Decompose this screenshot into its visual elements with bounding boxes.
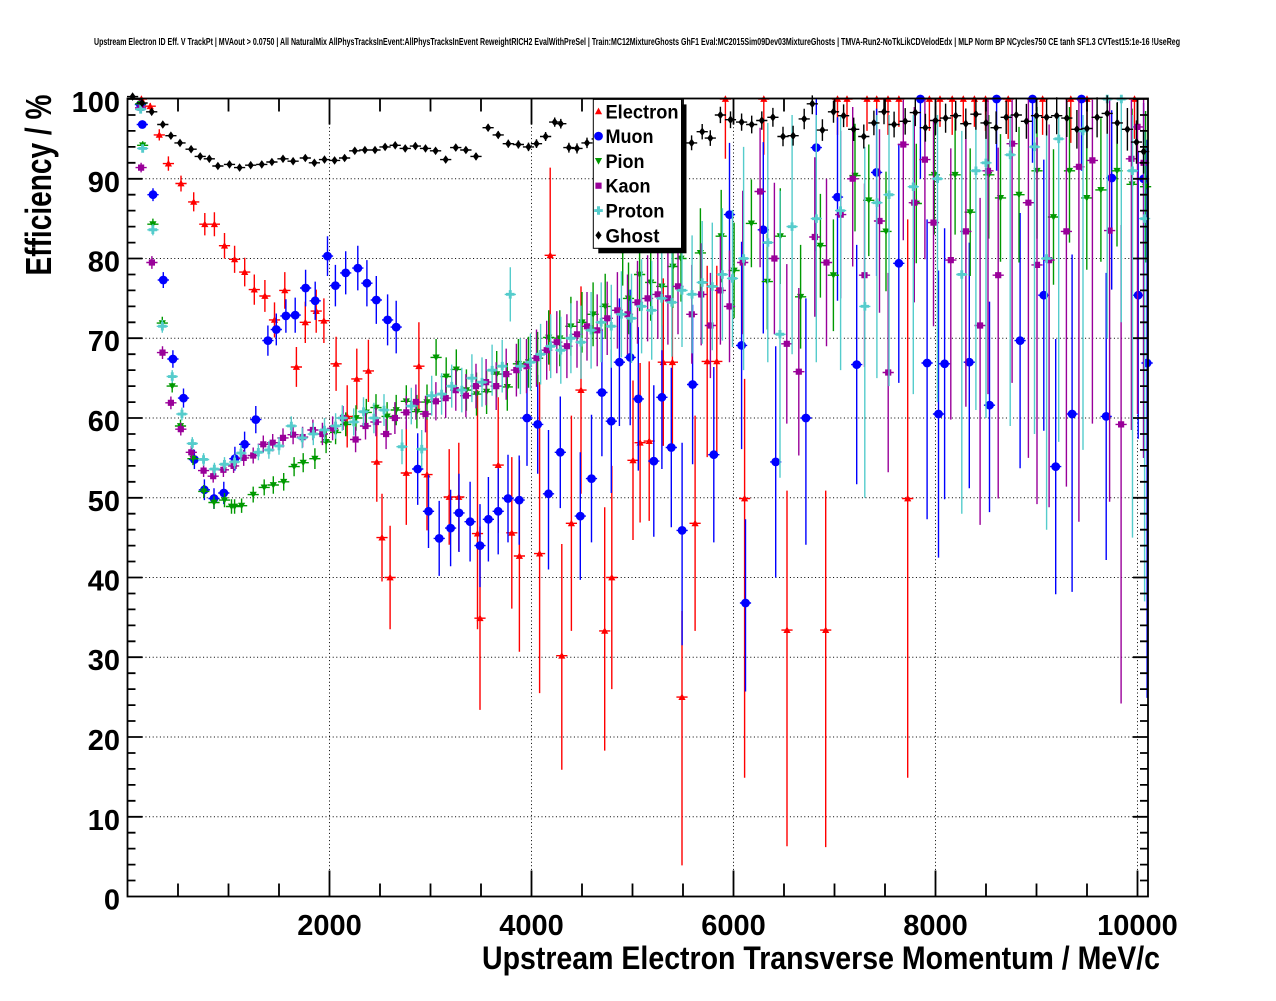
svg-text:90: 90: [88, 167, 120, 199]
svg-text:Upstream Electron ID Eff. V Tr: Upstream Electron ID Eff. V TrackPt | MV…: [94, 37, 1180, 48]
svg-text:2000: 2000: [297, 910, 362, 942]
svg-text:40: 40: [88, 566, 120, 598]
svg-text:100: 100: [72, 87, 120, 119]
svg-text:Upstream Electron Transverse M: Upstream Electron Transverse Momentum / …: [482, 940, 1160, 976]
svg-text:30: 30: [88, 645, 120, 677]
svg-text:Pion: Pion: [606, 152, 645, 173]
svg-text:Electron: Electron: [606, 102, 679, 123]
svg-text:Ghost: Ghost: [606, 226, 661, 247]
svg-text:10: 10: [88, 805, 120, 837]
svg-text:6000: 6000: [701, 910, 766, 942]
svg-text:4000: 4000: [499, 910, 564, 942]
svg-text:0: 0: [104, 885, 120, 917]
svg-text:50: 50: [88, 486, 120, 518]
svg-text:60: 60: [88, 406, 120, 438]
svg-text:Kaon: Kaon: [606, 177, 651, 198]
svg-text:Muon: Muon: [606, 127, 654, 148]
svg-text:20: 20: [88, 725, 120, 757]
svg-text:8000: 8000: [903, 910, 968, 942]
svg-text:Efficiency / %: Efficiency / %: [18, 95, 59, 276]
svg-text:Proton: Proton: [606, 202, 665, 223]
svg-text:80: 80: [88, 247, 120, 279]
svg-text:10000: 10000: [1097, 910, 1178, 942]
svg-text:70: 70: [88, 326, 120, 358]
